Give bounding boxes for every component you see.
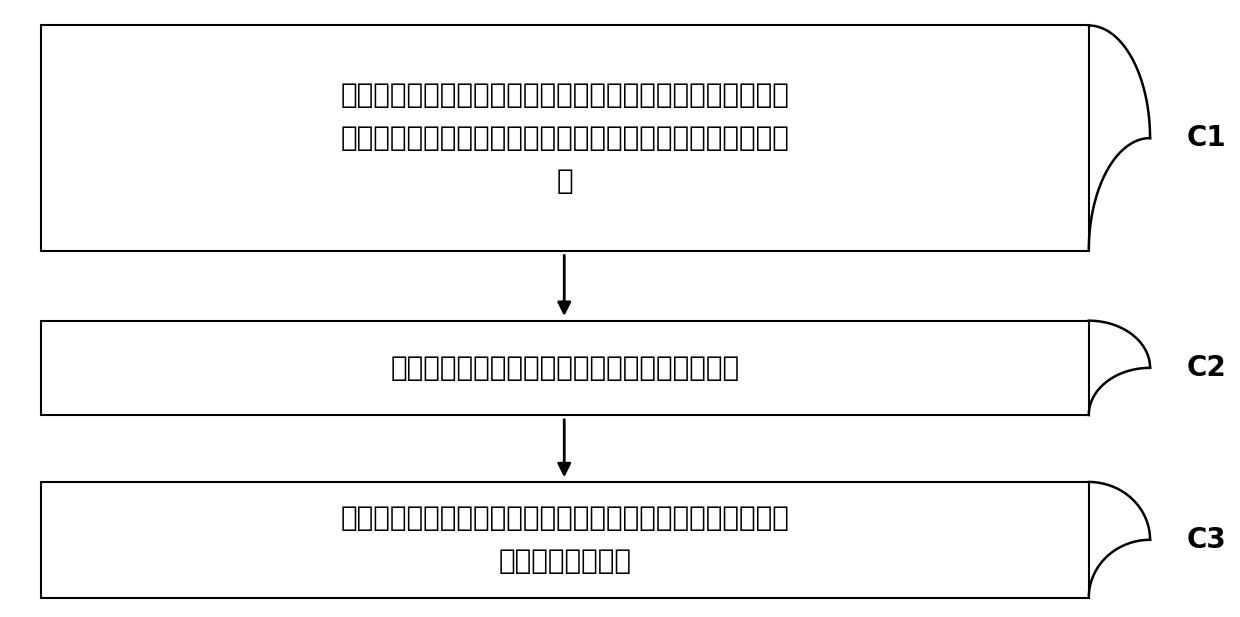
Text: C3: C3 (1187, 526, 1226, 554)
Text: C2: C2 (1187, 354, 1226, 382)
Text: 建立所述参考的工艺参数和所述参考挥发比例的对应关系，获
得所述预设数据库: 建立所述参考的工艺参数和所述参考挥发比例的对应关系，获 得所述预设数据库 (341, 504, 790, 576)
Bar (41, 482, 1089, 598)
Bar (41, 321, 1089, 415)
Text: C1: C1 (1187, 124, 1226, 152)
Text: 获取多个所述参考单晶硅对应的参考的工艺参数: 获取多个所述参考单晶硅对应的参考的工艺参数 (391, 354, 739, 382)
Bar (41, 25, 1089, 251)
Text: 获取多个参考单晶硅对应的掺杂剂的理论掺杂量、实际掺杂量
和理论剩余量，确定各所述参考单晶硅对应的所述参考挥发比
例: 获取多个参考单晶硅对应的掺杂剂的理论掺杂量、实际掺杂量 和理论剩余量，确定各所述… (341, 81, 790, 196)
